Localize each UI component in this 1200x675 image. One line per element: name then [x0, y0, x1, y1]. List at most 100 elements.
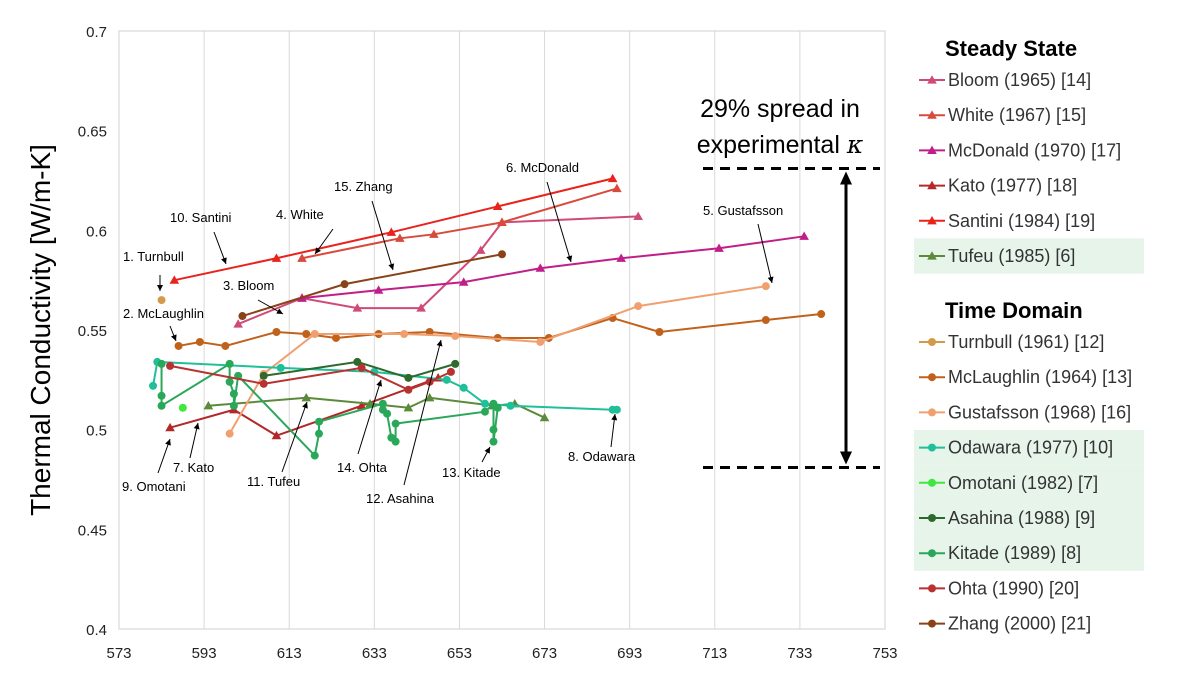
data-point [340, 280, 349, 289]
legend-marker [928, 373, 936, 382]
spread-label-word: experimental [697, 131, 840, 159]
callout-arrowhead [566, 255, 573, 262]
data-point [297, 253, 307, 262]
callout-11-tufeu: 11. Tufeu [247, 401, 308, 489]
data-point [400, 329, 409, 338]
spread-label-line1: 29% spread in [700, 95, 860, 123]
callout-8-odawara: 8. Odawara [568, 413, 636, 464]
legend-entry-tufeu-1985-6: Tufeu (1985) [6] [914, 238, 1144, 274]
callout-label: 10. Santini [170, 210, 232, 225]
spread-label-line2: experimental κ [697, 130, 864, 159]
data-point [424, 392, 435, 402]
legend-marker [927, 75, 937, 84]
legend-marker [927, 180, 937, 190]
data-point [391, 419, 400, 428]
callout-label: 8. Odawara [568, 449, 636, 464]
legend-entry-bloom-1965-14: Bloom (1965) [14] [919, 70, 1091, 90]
x-tick-label: 713 [702, 645, 727, 662]
legend-entry-mcdonald-1970-17: McDonald (1970) [17] [919, 140, 1121, 160]
callout-arrow-line [757, 223, 773, 284]
callout-label: 14. Ohta [337, 460, 388, 475]
data-point [221, 341, 230, 350]
callout-arrowhead [388, 263, 395, 270]
y-tick-label: 0.7 [86, 24, 107, 41]
data-point [391, 437, 400, 446]
legend-label: Gustafsson (1968) [16] [948, 402, 1131, 422]
data-point [315, 417, 324, 426]
data-point [365, 398, 375, 408]
callout-7-kato: 7. Kato [173, 422, 214, 475]
callout-15-zhang: 15. Zhang [334, 179, 395, 271]
callout-label: 4. White [276, 207, 324, 222]
data-point [404, 385, 413, 394]
legend-marker [927, 251, 937, 260]
data-point [633, 211, 643, 220]
data-point [761, 282, 770, 291]
data-point [165, 422, 175, 432]
data-point [225, 429, 234, 438]
data-point [356, 400, 367, 410]
spread-arrowhead-up [840, 171, 852, 185]
data-point [539, 412, 550, 422]
series-white-1967-15 [297, 183, 622, 262]
data-point [612, 183, 622, 193]
data-point [174, 341, 183, 350]
x-tick-label: 733 [787, 645, 812, 662]
data-point [315, 429, 324, 438]
data-point [383, 409, 392, 418]
legend-label: Santini (1984) [19] [948, 211, 1095, 231]
data-point [612, 405, 621, 414]
legend-marker [927, 216, 937, 225]
series-line [152, 360, 617, 411]
data-point [536, 337, 545, 346]
x-tick-label: 613 [277, 645, 302, 662]
legend-marker [928, 338, 936, 346]
data-point [634, 302, 643, 311]
y-tick-label: 0.45 [78, 522, 107, 539]
data-point [259, 379, 268, 388]
data-point [271, 430, 282, 440]
data-point [157, 391, 166, 400]
legend-label: Turnbull (1961) [12] [948, 332, 1104, 352]
data-point [157, 359, 166, 368]
legend-entry-white-1967-15: White (1967) [15] [919, 105, 1086, 125]
spread-indicator: 29% spread in experimental κ [697, 95, 880, 470]
legend-label: McLaughlin (1964) [13] [948, 367, 1132, 387]
data-point [203, 400, 214, 410]
callout-1-turnbull: 1. Turnbull [123, 249, 184, 291]
callout-label: 5. Gustafsson [703, 203, 783, 218]
callout-arrowhead [157, 285, 163, 291]
legend-group-time-domain: Time Domain Turnbull (1961) [12] McLaughli… [914, 298, 1144, 634]
callout-arrow-line [357, 379, 382, 455]
data-point [178, 403, 187, 412]
data-point [714, 243, 724, 252]
legend-label: Kato (1977) [18] [948, 176, 1077, 196]
data-point [492, 201, 503, 211]
data-point [276, 363, 285, 372]
callout-annotations: 1. Turnbull 2. McLaughlin 3. Bloom 4. White… [122, 160, 783, 506]
legend-group-steady-state: Steady State Bloom (1965) [14] White (1967… [914, 36, 1144, 274]
data-point [404, 373, 413, 382]
data-point [166, 361, 175, 370]
legend-entry-asahina-1988-9: Asahina (1988) [9] [914, 500, 1144, 536]
series-kitade-1989-8 [157, 359, 502, 460]
data-point [459, 383, 468, 392]
data-point [332, 333, 341, 342]
legend-marker [927, 110, 937, 119]
legend-label: Ohta (1990) [20] [948, 578, 1079, 598]
series-mclaughlin-1964-13 [174, 310, 826, 350]
callout-13-kitade: 13. Kitade [442, 446, 501, 480]
callout-arrowhead [302, 402, 308, 409]
legend-highlight [914, 238, 1144, 274]
data-point [607, 173, 618, 183]
x-tick-label: 753 [872, 645, 897, 662]
data-point [498, 250, 506, 259]
x-axis-ticks: 573 593 613 633 653 673 693 713 733 753 [106, 645, 897, 662]
callout-label: 13. Kitade [442, 465, 501, 480]
y-tick-label: 0.55 [78, 323, 107, 340]
legend-label: Odawara (1977) [10] [948, 438, 1113, 458]
callout-arrowhead [767, 276, 774, 283]
data-point [352, 303, 363, 312]
data-point [301, 392, 312, 402]
